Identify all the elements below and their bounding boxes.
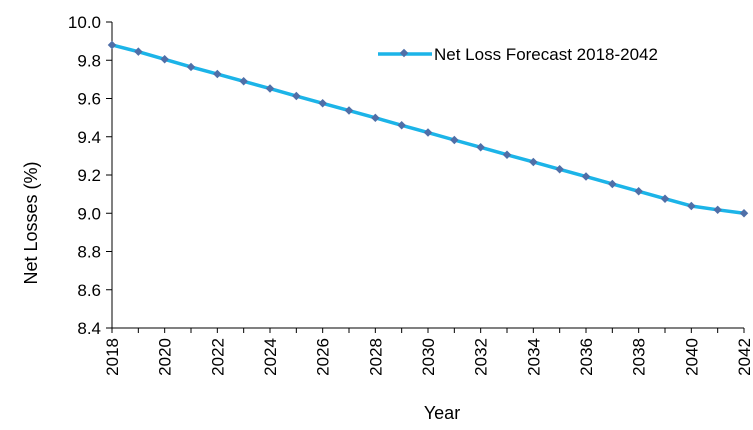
x-tick-label: 2018 bbox=[103, 338, 122, 376]
legend-marker-swatch bbox=[399, 48, 409, 58]
data-point bbox=[713, 205, 722, 215]
y-tick-label: 8.4 bbox=[77, 319, 101, 338]
x-tick-label: 2022 bbox=[208, 338, 227, 376]
data-point bbox=[318, 99, 327, 108]
data-point bbox=[397, 121, 406, 130]
y-tick-label: 8.6 bbox=[77, 281, 101, 300]
x-axis: 2018 2020 2022 2024 2026 2028 2030 2032 2034 2036… bbox=[103, 327, 753, 376]
data-point bbox=[239, 77, 248, 86]
x-tick-label: 2028 bbox=[366, 338, 385, 376]
data-point bbox=[107, 40, 117, 50]
x-tick-label: 2020 bbox=[156, 338, 175, 376]
x-tick-label: 2038 bbox=[630, 338, 649, 376]
x-tick-label: 2042 bbox=[735, 338, 753, 376]
data-point bbox=[186, 62, 196, 72]
legend-label: Net Loss Forecast 2018-2042 bbox=[434, 45, 658, 64]
data-point bbox=[634, 187, 643, 196]
data-point bbox=[344, 106, 354, 115]
x-tick-label: 2030 bbox=[419, 338, 438, 376]
data-point bbox=[134, 47, 143, 56]
data-point bbox=[502, 150, 512, 159]
y-tick-label: 10.0 bbox=[68, 13, 101, 32]
x-tick-label: 2032 bbox=[472, 338, 491, 376]
data-point bbox=[660, 194, 670, 203]
y-tick-label: 9.4 bbox=[77, 128, 101, 147]
data-point bbox=[476, 143, 485, 152]
y-tick-label: 9.2 bbox=[77, 166, 101, 185]
data-point bbox=[581, 172, 591, 181]
y-tick-label: 9.8 bbox=[77, 51, 101, 70]
y-tick-label: 9.6 bbox=[77, 90, 101, 109]
x-tick-label: 2034 bbox=[524, 338, 543, 376]
data-point bbox=[371, 113, 380, 123]
data-point bbox=[265, 84, 275, 93]
data-point bbox=[160, 55, 169, 64]
legend: Net Loss Forecast 2018-2042 bbox=[378, 45, 658, 64]
x-axis-title: Year bbox=[424, 403, 460, 423]
x-tick-label: 2040 bbox=[682, 338, 701, 376]
data-point bbox=[423, 128, 433, 137]
data-point bbox=[292, 91, 301, 101]
x-tick-label: 2026 bbox=[314, 338, 333, 376]
y-axis-title: Net Losses (%) bbox=[21, 161, 41, 284]
x-tick-label: 2024 bbox=[261, 338, 280, 376]
y-tick-label: 9.0 bbox=[77, 204, 101, 223]
data-point bbox=[450, 135, 459, 145]
data-point bbox=[555, 165, 564, 174]
data-point bbox=[213, 69, 222, 79]
data-point bbox=[687, 201, 696, 211]
data-point bbox=[739, 209, 749, 218]
y-axis: 8.4 8.6 8.8 9.0 9.2 9.4 9.6 9.8 10.0 bbox=[68, 13, 113, 338]
data-point bbox=[529, 157, 538, 167]
y-tick-label: 8.8 bbox=[77, 243, 101, 262]
series-net-loss-forecast bbox=[107, 40, 749, 218]
data-point bbox=[608, 179, 617, 189]
x-tick-label: 2036 bbox=[577, 338, 596, 376]
